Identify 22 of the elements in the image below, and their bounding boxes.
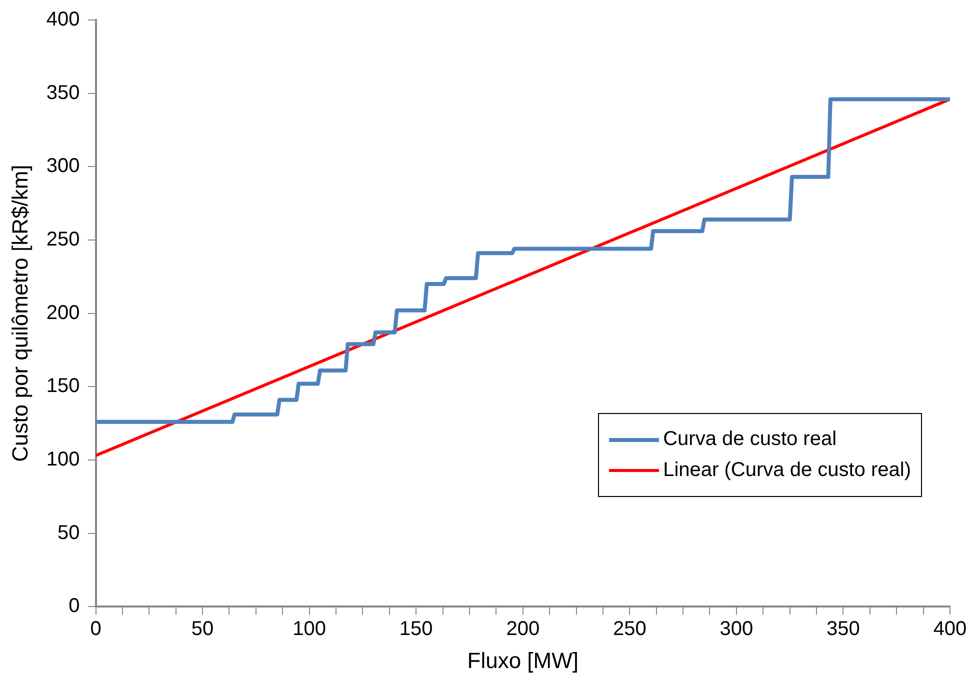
x-tick-label: 0 [90, 618, 102, 640]
x-axis-title: Fluxo [MW] [467, 648, 578, 673]
x-tick-label: 150 [399, 618, 433, 640]
y-tick-label: 150 [46, 375, 80, 398]
x-tick-label: 300 [720, 618, 754, 640]
x-tick-label: 100 [292, 618, 326, 640]
y-tick-label: 300 [46, 155, 80, 178]
y-tick-label: 0 [68, 595, 80, 618]
legend-label: Curva de custo real [663, 428, 837, 452]
y-tick-label: 100 [46, 448, 80, 470]
x-tick-label: 250 [612, 618, 646, 640]
y-tick-label: 400 [46, 8, 80, 31]
y-axis-title: Custo por quilômetro [kR$/km] [7, 164, 32, 462]
y-tick-label: 250 [46, 228, 80, 250]
x-tick-label: 50 [191, 618, 214, 640]
y-tick-label: 200 [46, 302, 80, 324]
x-tick-label: 400 [933, 618, 967, 640]
y-tick-label: 350 [46, 82, 80, 104]
legend-label: Linear (Curva de custo real) [663, 459, 911, 482]
x-tick-label: 350 [826, 618, 860, 640]
x-tick-label: 200 [506, 618, 540, 640]
y-tick-label: 50 [58, 522, 80, 544]
